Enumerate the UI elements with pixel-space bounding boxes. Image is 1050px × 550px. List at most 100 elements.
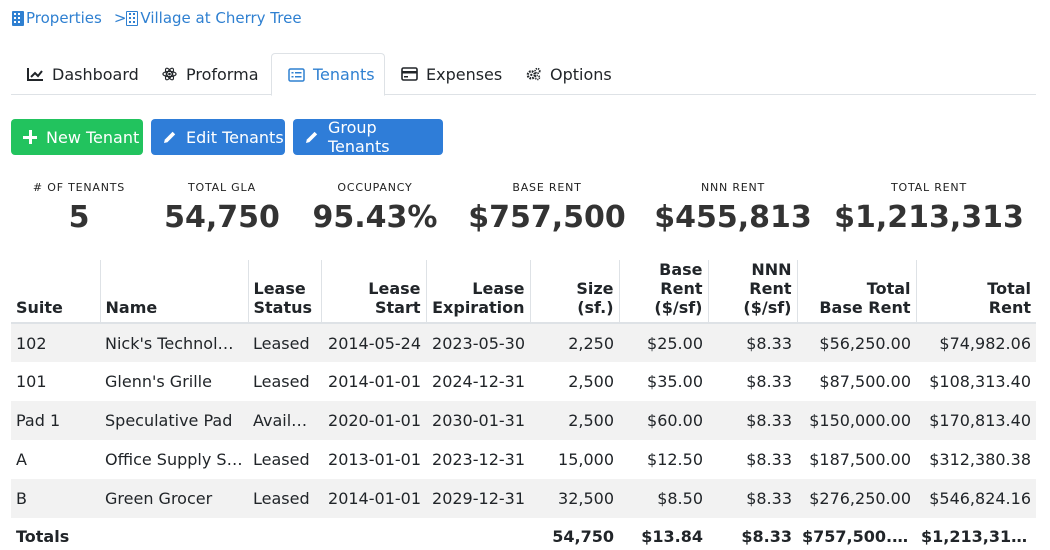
cell-name: Speculative Pad xyxy=(100,401,248,440)
cell-total-rent: $108,313.40 xyxy=(929,372,1031,391)
totals-row: Totals 54,750 $13.84 $8.33 $757,500.00 $… xyxy=(11,518,1036,550)
column-header-total-rent[interactable]: Total Rent xyxy=(915,260,1036,324)
cell-lease-start: 2014-05-24 xyxy=(321,323,426,362)
plus-icon xyxy=(23,130,37,144)
pencil-icon xyxy=(305,131,318,143)
table-row[interactable]: Pad 1 Speculative Pad Available 2020-01-… xyxy=(11,401,1036,440)
stat-base-rent: BASE RENT $757,500 xyxy=(462,181,632,235)
cell-suite: Pad 1 xyxy=(11,401,100,440)
stat-nnn-rent: NNN RENT $455,813 xyxy=(648,181,818,235)
column-header-total-base-rent[interactable]: Total Base Rent xyxy=(796,260,916,324)
column-header-name[interactable]: Name xyxy=(99,260,248,324)
cell-lease-start: 2014-01-01 xyxy=(328,372,421,391)
group-tenants-label: Group Tenants xyxy=(327,118,390,156)
stat-occupancy: OCCUPANCY 95.43% xyxy=(300,181,450,235)
cell-nnn-rent: $8.33 xyxy=(746,372,792,391)
tenants-table: Suite Name Lease Status Lease Start Lease E… xyxy=(11,260,1036,550)
table-row[interactable]: B Green Grocer Leased 2014-01-01 2029-12… xyxy=(11,479,1036,518)
tab-expenses[interactable]: Expenses xyxy=(401,53,502,95)
stat-total-rent: TOTAL RENT $1,213,313 xyxy=(824,181,1034,235)
cell-nnn-rent: $8.33 xyxy=(708,401,797,440)
atom-icon xyxy=(162,67,177,81)
cell-suite: A xyxy=(16,450,27,469)
cell-lease-start: 2013-01-01 xyxy=(328,450,421,469)
cell-base-rent: $8.50 xyxy=(619,479,708,518)
cell-total-rent: $170,813.40 xyxy=(916,401,1036,440)
table-header-row: Suite Name Lease Status Lease Start Lease E… xyxy=(11,260,1036,324)
cell-lease-status: Available xyxy=(248,401,321,440)
cell-total-base-rent: $150,000.00 xyxy=(797,401,916,440)
credit-card-icon xyxy=(401,67,418,81)
column-header-base-rent[interactable]: Base Rent ($/sf) xyxy=(618,260,708,324)
cell-lease-expiration: 2024-12-31 xyxy=(432,372,525,391)
cell-base-rent: $25.00 xyxy=(619,323,708,362)
cell-base-rent: $12.50 xyxy=(647,450,703,469)
table-row[interactable]: 102 Nick's Technology Solutions Leased 2… xyxy=(11,323,1036,362)
cell-name: Glenn's Grille xyxy=(105,372,212,391)
column-header-size[interactable]: Size (sf.) xyxy=(529,260,619,324)
tab-tenants[interactable]: Tenants xyxy=(271,53,385,96)
cell-total-rent: $74,982.06 xyxy=(916,323,1036,362)
table-row[interactable]: A Office Supply Superstore Leased 2013-0… xyxy=(11,440,1036,479)
cell-lease-status: Leased xyxy=(248,479,321,518)
total-rent: $1,213,313.40 xyxy=(921,526,1036,546)
edit-tenants-label: Edit Tenants xyxy=(186,127,284,147)
total-nnn-rent-psf: $8.33 xyxy=(741,526,792,546)
tab-options[interactable]: Options xyxy=(525,53,612,95)
edit-tenants-button[interactable]: Edit Tenants xyxy=(151,119,285,155)
stat-value: 54,750 xyxy=(164,200,280,235)
cell-suite: 102 xyxy=(11,323,100,362)
breadcrumb: Properties > Village at Cherry Tree xyxy=(12,7,302,29)
column-header-lease-start[interactable]: Lease Start xyxy=(320,260,426,324)
pencil-icon xyxy=(164,131,176,143)
cell-lease-expiration: 2029-12-31 xyxy=(426,479,530,518)
breadcrumb-property-link[interactable]: > Village at Cherry Tree xyxy=(114,9,302,27)
cell-lease-status: Leased xyxy=(253,450,310,469)
cell-base-rent: $60.00 xyxy=(619,401,708,440)
stat-label: TOTAL GLA xyxy=(187,181,257,194)
tab-proforma[interactable]: Proforma xyxy=(161,53,259,95)
table-row[interactable]: 101 Glenn's Grille Leased 2014-01-01 202… xyxy=(11,362,1036,401)
cell-size: 15,000 xyxy=(558,450,614,469)
stat-label: NNN RENT xyxy=(700,181,766,194)
cell-size: 2,500 xyxy=(568,372,614,391)
cell-total-base-rent: $87,500.00 xyxy=(819,372,911,391)
new-tenant-button[interactable]: New Tenant xyxy=(11,119,143,155)
group-tenants-button[interactable]: Group Tenants xyxy=(293,118,443,156)
stat-label: # OF TENANTS xyxy=(32,181,126,194)
column-header-lease-expiration[interactable]: Lease Expiration xyxy=(425,260,530,324)
column-header-nnn-rent[interactable]: NNN Rent ($/sf) xyxy=(707,260,797,324)
tab-bar: Dashboard Proforma Tenants Expenses xyxy=(11,53,1036,96)
stat-value: $1,213,313 xyxy=(834,200,1024,235)
cell-lease-expiration: 2023-05-30 xyxy=(426,323,530,362)
totals-empty xyxy=(321,518,426,550)
cell-nnn-rent: $8.33 xyxy=(708,479,797,518)
stat-tenant-count: # OF TENANTS 5 xyxy=(20,181,138,235)
cell-lease-start: 2020-01-01 xyxy=(321,401,426,440)
stat-label: OCCUPANCY xyxy=(337,181,413,194)
total-base-rent-psf: $13.84 xyxy=(641,526,703,546)
cell-total-base-rent: $187,500.00 xyxy=(809,450,911,469)
column-header-lease-status[interactable]: Lease Status xyxy=(247,260,321,324)
cell-base-rent: $35.00 xyxy=(647,372,703,391)
cell-lease-status: Leased xyxy=(253,372,310,391)
totals-empty xyxy=(100,518,248,550)
column-header-suite[interactable]: Suite xyxy=(11,260,100,324)
building-icon xyxy=(12,10,24,26)
tab-dashboard[interactable]: Dashboard xyxy=(27,53,139,95)
cell-lease-status: Leased xyxy=(248,323,321,362)
cell-nnn-rent: $8.33 xyxy=(746,450,792,469)
new-tenant-label: New Tenant xyxy=(46,127,140,147)
breadcrumb-properties-link[interactable]: Properties xyxy=(12,9,102,27)
cell-total-rent: $546,824.16 xyxy=(916,479,1036,518)
cell-lease-expiration: 2030-01-31 xyxy=(426,401,530,440)
stat-value: $455,813 xyxy=(654,200,812,235)
stat-value: 95.43% xyxy=(312,200,438,235)
cell-size: 2,250 xyxy=(530,323,619,362)
cell-total-rent: $312,380.38 xyxy=(929,450,1031,469)
tab-options-label: Options xyxy=(550,64,612,84)
tab-dashboard-label: Dashboard xyxy=(52,64,139,84)
cell-total-base-rent: $276,250.00 xyxy=(797,479,916,518)
cell-nnn-rent: $8.33 xyxy=(708,323,797,362)
cell-name: Nick's Technology Solutions xyxy=(100,323,248,362)
